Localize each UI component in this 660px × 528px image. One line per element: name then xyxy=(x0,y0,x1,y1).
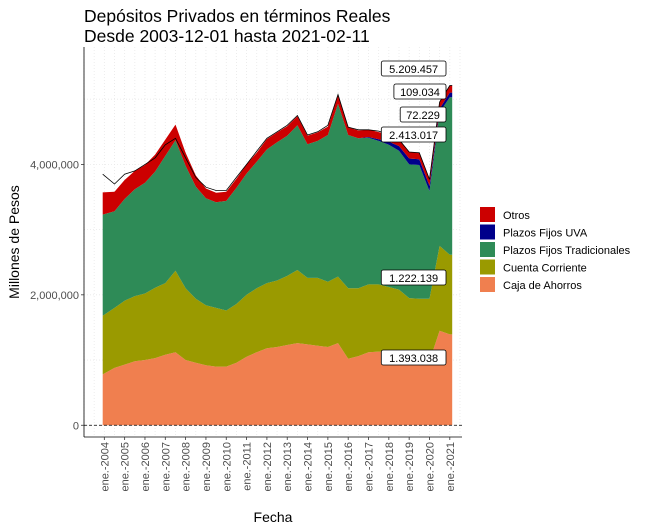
y-axis-title: Millones de Pesos xyxy=(6,185,22,299)
legend-swatch xyxy=(480,259,495,275)
x-tick-label: ene.-2013 xyxy=(282,442,294,492)
x-tick-label: ene.-2005 xyxy=(120,442,132,492)
x-tick-label: ene.-2017 xyxy=(364,442,376,492)
x-tick-label: ene.-2011 xyxy=(242,442,254,491)
x-tick-label: ene.-2014 xyxy=(303,442,315,492)
value-label-box xyxy=(393,83,447,100)
x-tick-label: ene.-2010 xyxy=(221,442,233,492)
legend-label: Otros xyxy=(503,210,530,222)
legend-swatch xyxy=(480,277,495,292)
x-tick-label: ene.-2021 xyxy=(445,442,457,492)
area-caja-de-ahorros xyxy=(102,330,453,426)
legend-label: Caja de Ahorros xyxy=(503,280,582,292)
value-label: 1.393.038 xyxy=(389,353,438,365)
x-tick-label: ene.-2015 xyxy=(323,442,335,492)
value-label-box xyxy=(380,60,447,77)
y-tick-label: 0 xyxy=(73,420,79,432)
chart-title: Depósitos Privados en términos Reales xyxy=(84,6,391,26)
x-tick-label: ene.-2012 xyxy=(262,442,274,492)
x-tick-label: ene.-2009 xyxy=(201,442,213,492)
x-tick-label: ene.-2008 xyxy=(181,442,193,492)
x-tick-label: ene.-2007 xyxy=(160,442,172,492)
x-tick-label: ene.-2018 xyxy=(384,442,396,492)
x-tick-label: ene.-2019 xyxy=(404,442,416,492)
area-plazos-fijos-tradicionales xyxy=(102,97,453,316)
x-tick-label: ene.-2006 xyxy=(140,442,152,492)
legend-label: Cuenta Corriente xyxy=(503,263,587,275)
chart-subtitle: Desde 2003-12-01 hasta 2021-02-11 xyxy=(84,26,370,46)
legend-label: Plazos Fijos Tradicionales xyxy=(503,245,631,257)
legend-swatch xyxy=(480,242,495,257)
value-label: 109.034 xyxy=(400,87,440,99)
legend-label: Plazos Fijos UVA xyxy=(503,228,588,240)
legend-swatch xyxy=(480,207,495,222)
x-axis-title: Fecha xyxy=(254,509,293,525)
value-label: 5.209.457 xyxy=(389,64,438,76)
value-label-box xyxy=(380,349,447,366)
value-label-box xyxy=(380,269,447,286)
value-label-box xyxy=(399,106,447,123)
value-label-box xyxy=(380,126,447,143)
value-label: 2.413.017 xyxy=(389,130,438,142)
y-tick-label: 4,000,000 xyxy=(30,159,79,171)
x-tick-label: ene.-2004 xyxy=(99,442,111,492)
value-label: 1.222.139 xyxy=(389,273,438,285)
y-tick-label: 2,000,000 xyxy=(30,290,79,302)
x-tick-label: ene.-2016 xyxy=(343,442,355,492)
x-tick-label: ene.-2020 xyxy=(424,442,436,492)
value-label: 72.229 xyxy=(406,110,440,122)
area-cuenta-corriente xyxy=(102,245,453,375)
legend-swatch xyxy=(480,224,495,240)
